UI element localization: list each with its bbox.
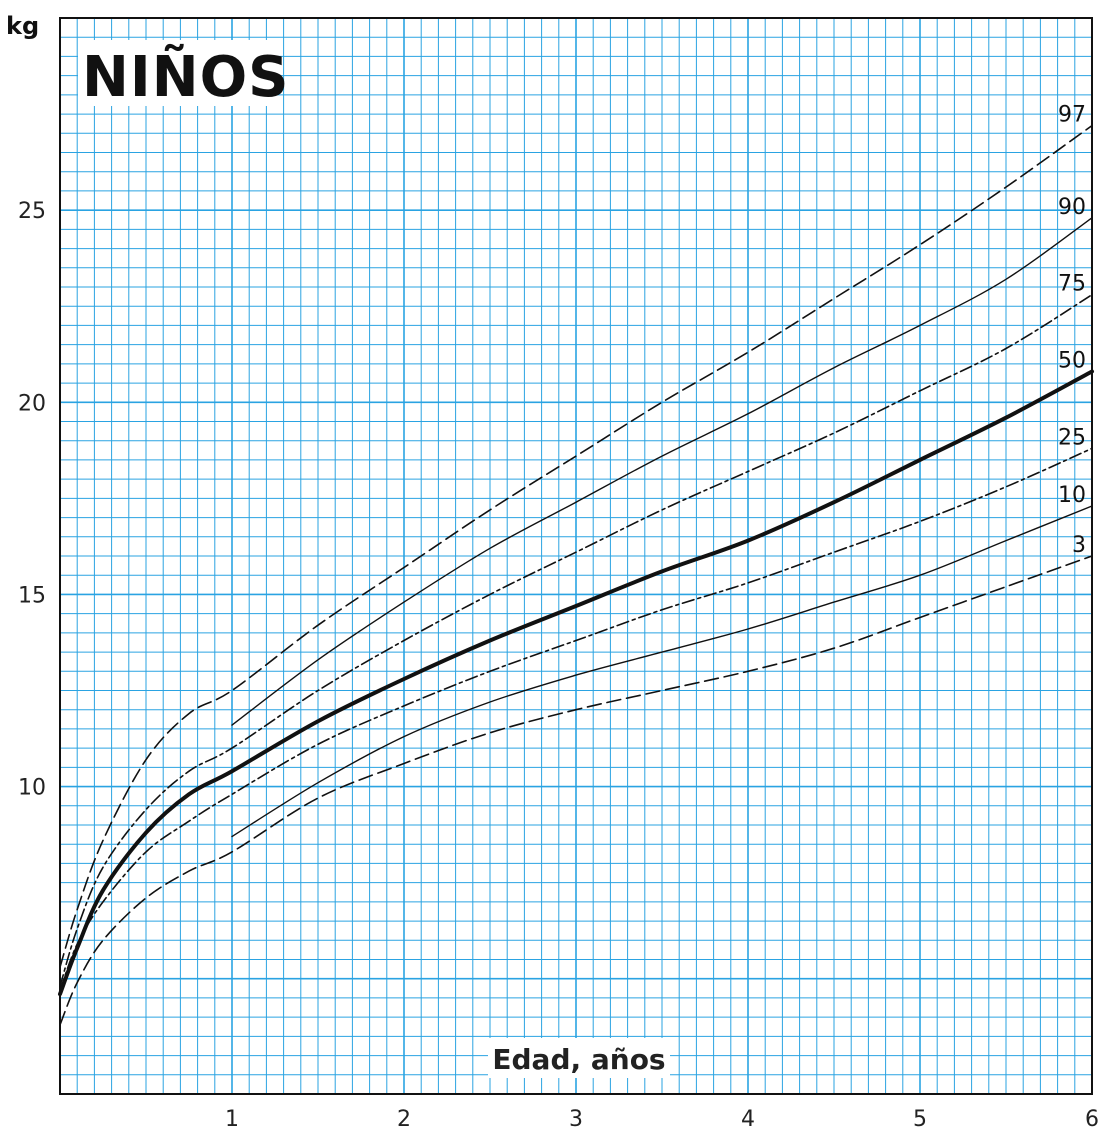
x-tick-label: 5 bbox=[913, 1107, 927, 1132]
series-label-p25: 25 bbox=[1058, 425, 1086, 450]
percentile-curves bbox=[58, 124, 1094, 1026]
y-tick-label: 25 bbox=[18, 199, 46, 224]
series-line-p75 bbox=[59, 293, 1093, 988]
percentile-labels: 97 90 75 50 25 10 3 bbox=[1058, 103, 1086, 558]
x-tick-label: 6 bbox=[1085, 1107, 1099, 1132]
y-tick-label: 20 bbox=[18, 391, 46, 416]
x-tick-label: 1 bbox=[225, 1107, 239, 1132]
series-label-p50: 50 bbox=[1058, 349, 1086, 374]
title-backdrop bbox=[78, 40, 276, 106]
x-tick-label: 3 bbox=[569, 1107, 583, 1132]
x-axis-title: Edad, años bbox=[492, 1043, 665, 1076]
series-label-p97: 97 bbox=[1058, 103, 1086, 128]
x-axis-title-backdrop bbox=[488, 1038, 670, 1078]
x-tick-label: 2 bbox=[397, 1107, 411, 1132]
grid bbox=[59, 17, 1093, 1095]
series-label-p10: 10 bbox=[1058, 483, 1086, 508]
y-tick-label: 10 bbox=[18, 776, 46, 801]
series-line-p25 bbox=[59, 447, 1093, 991]
y-tick-label: 15 bbox=[18, 583, 46, 608]
series-line-p97 bbox=[59, 124, 1093, 968]
series-line-p50 bbox=[58, 369, 1094, 997]
series-label-p3: 3 bbox=[1072, 533, 1086, 558]
tick-labels: 1 2 3 4 5 6 10 15 20 25 bbox=[18, 199, 1099, 1132]
series-label-p90: 90 bbox=[1058, 195, 1086, 220]
series-label-p75: 75 bbox=[1058, 272, 1086, 297]
y-axis-label: kg bbox=[6, 12, 39, 40]
x-tick-label: 4 bbox=[741, 1107, 755, 1132]
series-line-p3 bbox=[59, 555, 1093, 1026]
series-line-p90 bbox=[231, 217, 1093, 726]
series-line-p10 bbox=[231, 505, 1093, 838]
chart-title: NIÑOS bbox=[82, 45, 290, 110]
